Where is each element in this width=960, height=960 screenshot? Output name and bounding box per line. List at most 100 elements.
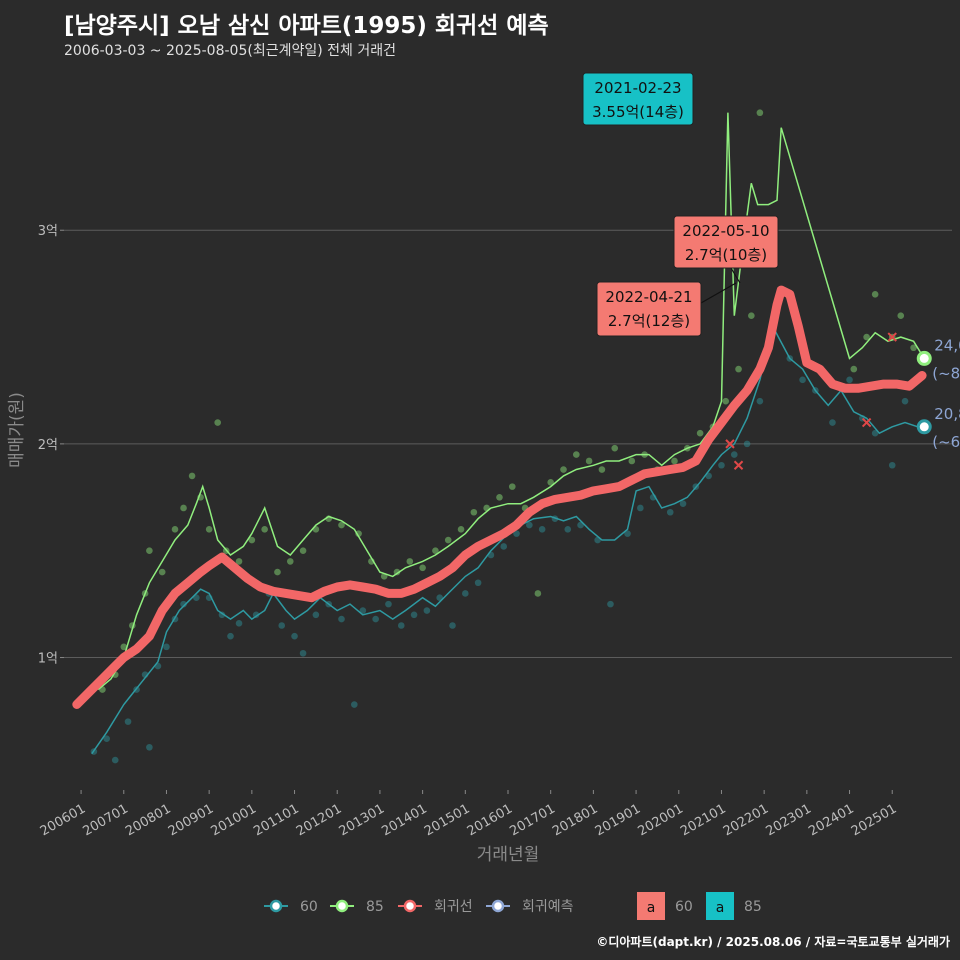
scatter-point-s60 xyxy=(538,526,546,533)
series-lines xyxy=(72,112,927,755)
scatter-point-s85 xyxy=(547,479,554,486)
scatter-point-s60 xyxy=(359,607,367,614)
scatter-point-s85 xyxy=(286,558,294,565)
end-point-s60 xyxy=(916,419,932,435)
legend-box-label: 85 xyxy=(744,899,762,915)
scatter-point-s85 xyxy=(496,493,503,501)
annotation-date: 2022-05-10 xyxy=(682,222,769,240)
x-tick-label: 201401 xyxy=(379,801,429,839)
scatter-point-s60 xyxy=(564,526,572,533)
scatter-point-s85 xyxy=(611,444,619,452)
scatter-point-s60 xyxy=(146,743,153,751)
x-tick-label: 201601 xyxy=(465,801,515,839)
annotations: 2021-02-23 3.55억(14층) 2022-05-10 2.7억(10층) 2… xyxy=(582,72,779,337)
scatter-point-s85 xyxy=(205,526,213,533)
scatter-point-s85 xyxy=(722,397,730,405)
y-tick-label: 1억 xyxy=(38,652,58,667)
end-point-s85 xyxy=(916,350,932,366)
chart-subtitle: 2006-03-03 ~ 2025-08-05(최근계약일) 전체 거래건 xyxy=(64,43,396,59)
legend: 60 85 회귀선 회귀예측 a 60 a 85 xyxy=(264,892,762,920)
scatter-point-s60 xyxy=(111,756,119,764)
scatter-point-s85 xyxy=(534,590,542,597)
annotation-value: 2.7억(10층) xyxy=(685,246,767,264)
scatter-point-s85 xyxy=(573,451,580,458)
scatter-point-s85 xyxy=(214,419,221,426)
scatter-point-s85 xyxy=(248,536,256,544)
scatter-point-s85 xyxy=(261,526,268,533)
legend-label: 85 xyxy=(366,899,384,915)
x-tick-label: 200901 xyxy=(166,801,216,839)
scatter-point-s85 xyxy=(871,291,879,298)
x-tick-label: 202101 xyxy=(678,801,728,839)
scatter-point-s85 xyxy=(146,547,153,555)
scatter-point-s85 xyxy=(432,547,439,555)
x-tick-label: 201701 xyxy=(507,801,557,839)
scatter-point-s85 xyxy=(696,429,704,437)
scatter-point-s60 xyxy=(227,632,234,640)
scatter-point-s85 xyxy=(863,333,870,341)
scatter-point-s85 xyxy=(628,457,636,465)
scatter-point-s85 xyxy=(299,547,307,555)
scatter-point-s60 xyxy=(291,632,298,640)
scatter-point-s60 xyxy=(235,620,243,627)
series-line-60 xyxy=(91,324,919,755)
scatter-point-s85 xyxy=(598,466,606,473)
x-tick-label: 202001 xyxy=(635,801,685,839)
anomaly-x-mark xyxy=(733,460,744,470)
y-tick-label: 2억 xyxy=(38,438,58,453)
scatter-point-s60 xyxy=(607,600,614,608)
scatter-point-s85 xyxy=(419,564,426,572)
x-tick-label: 202501 xyxy=(849,801,899,839)
scatter-point-s85 xyxy=(850,365,858,373)
legend-label: 60 xyxy=(300,899,318,915)
scatter-point-s60 xyxy=(901,397,909,405)
x-tick-label: 201201 xyxy=(294,801,344,839)
annotation-leader xyxy=(700,282,737,304)
annotation-date: 2021-02-23 xyxy=(594,79,681,97)
x-tick-label: 201301 xyxy=(337,801,387,839)
scatter-point-s60 xyxy=(474,579,482,587)
x-tick-label: 201101 xyxy=(251,801,301,839)
scatter-point-s60 xyxy=(730,451,738,458)
scatter-point-s85 xyxy=(188,472,196,480)
scatter-point-s60 xyxy=(846,376,853,384)
legend-box-glyph: a xyxy=(647,900,656,916)
scatter-point-s85 xyxy=(671,457,678,465)
scatter-point-s85 xyxy=(180,504,187,512)
scatter-point-s85 xyxy=(560,466,567,473)
scatter-point-s60 xyxy=(449,622,456,629)
x-tick-label: 201001 xyxy=(209,801,259,839)
legend-key-dot-pred xyxy=(491,899,505,913)
scatter-point-s85 xyxy=(508,483,516,490)
scatter-point-s60 xyxy=(637,504,644,512)
x-tick-label: 202301 xyxy=(764,801,814,839)
legend-key-dot-reg xyxy=(403,899,417,913)
y-axis-ticks: 1억 2억 3억 xyxy=(38,224,64,667)
annotation-leader xyxy=(730,267,741,284)
legend-box-glyph: a xyxy=(716,900,725,916)
scatter-point-s85 xyxy=(406,558,414,565)
end-area-label: (~85㎡) xyxy=(932,364,960,382)
scatter-point-s60 xyxy=(799,376,806,384)
x-tick-label: 202401 xyxy=(806,801,856,839)
legend-box-ann_teal xyxy=(706,892,734,920)
scatter-point-s60 xyxy=(500,543,508,550)
scatter-point-s85 xyxy=(457,526,465,533)
scatter-point-s60 xyxy=(666,508,674,516)
chart-title: [남양주시] 오남 삼신 아파트(1995) 회귀선 예측 xyxy=(64,13,549,39)
scatter-point-s85 xyxy=(910,344,917,352)
scatter-point-s60 xyxy=(351,701,358,708)
x-tick-label: 200701 xyxy=(80,801,130,839)
scatter-point-s60 xyxy=(385,600,392,608)
end-value-label: 20,800 xyxy=(934,405,960,423)
scatter-point-s60 xyxy=(624,530,631,537)
scatter-point-s60 xyxy=(888,461,896,469)
scatter-point-s60 xyxy=(526,521,533,529)
regression-line xyxy=(72,285,927,709)
annotation-value: 3.55억(14층) xyxy=(592,103,684,121)
x-axis-title: 거래년월 xyxy=(477,845,540,865)
scatter-point-s85 xyxy=(444,536,452,544)
x-tick-label: 202201 xyxy=(721,801,771,839)
scatter-point-s85 xyxy=(585,457,593,465)
y-tick-label: 3억 xyxy=(38,224,58,239)
